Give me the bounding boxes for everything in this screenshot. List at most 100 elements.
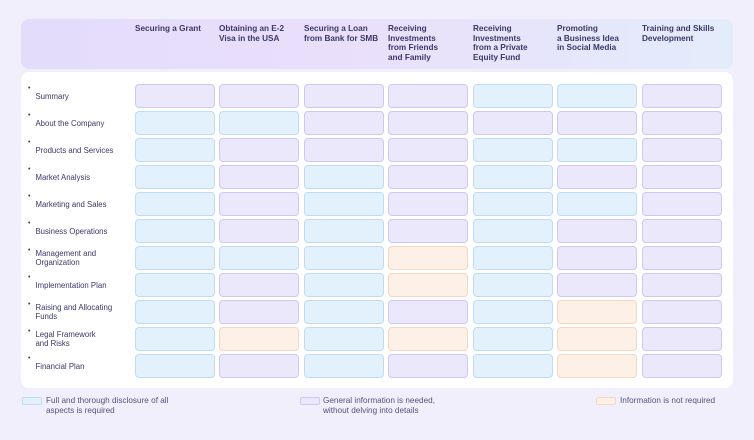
column-header-line: Securing a Grant bbox=[135, 24, 201, 33]
matrix-cell-gen bbox=[473, 111, 553, 135]
row-label-line: Financial Plan bbox=[35, 361, 85, 371]
matrix-cell-full bbox=[135, 165, 215, 189]
row-label-text: Marketing and Sales bbox=[35, 200, 106, 209]
row-label: • Summary bbox=[28, 84, 132, 108]
row-label-text: Raising and Allocating Funds bbox=[35, 303, 112, 321]
column-header: Securing a Loan from Bank for SMB bbox=[304, 24, 384, 43]
row-label: • Raising and Allocating Funds bbox=[28, 300, 132, 324]
bullet-icon: • bbox=[28, 139, 31, 146]
matrix-cell-full bbox=[135, 273, 215, 297]
column-header: Promoting a Business Idea in Social Media bbox=[557, 24, 637, 53]
matrix-cell-full bbox=[304, 246, 384, 270]
matrix-cell-full bbox=[473, 246, 553, 270]
column-header-line: Receiving bbox=[473, 24, 512, 33]
bullet-icon: • bbox=[28, 166, 31, 173]
matrix-cell-full bbox=[473, 300, 553, 324]
matrix-cell-gen bbox=[388, 138, 468, 162]
matrix-cell-none bbox=[219, 327, 299, 351]
bullet-icon: • bbox=[28, 220, 31, 227]
bullet-icon: • bbox=[28, 355, 31, 362]
legend-label: Full and thorough disclosure of all aspec… bbox=[46, 396, 168, 416]
column-header-line: from Friends bbox=[388, 43, 439, 52]
column-header: Receiving Investments from a Private Equity… bbox=[473, 24, 553, 62]
row-label-line: Summary bbox=[35, 91, 69, 101]
matrix-cell-gen bbox=[135, 84, 215, 108]
matrix-cell-gen bbox=[642, 84, 722, 108]
bullet-icon: • bbox=[28, 247, 31, 254]
legend-label-line: Full and thorough disclosure of all bbox=[46, 396, 169, 405]
row-label: • Marketing and Sales bbox=[28, 192, 132, 216]
column-header-line: Receiving bbox=[388, 24, 427, 33]
matrix-cell-full bbox=[473, 84, 553, 108]
matrix-cell-full bbox=[473, 219, 553, 243]
row-label-line: Marketing and Sales bbox=[35, 199, 107, 209]
matrix-cell-none bbox=[557, 327, 637, 351]
row-label: • Financial Plan bbox=[28, 354, 132, 378]
legend-label: Information is not required bbox=[620, 396, 715, 406]
matrix-cell-gen bbox=[219, 273, 299, 297]
matrix-cell-full bbox=[304, 192, 384, 216]
row-label-text: Business Operations bbox=[35, 227, 107, 236]
matrix-cell-gen bbox=[642, 165, 722, 189]
row-label: • Management and Organization bbox=[28, 246, 132, 270]
row-label-text: Market Analysis bbox=[35, 173, 90, 182]
matrix-cell-full bbox=[135, 300, 215, 324]
row-label-text: About the Company bbox=[35, 119, 104, 128]
row-label-text: Implementation Plan bbox=[35, 281, 106, 290]
row-label-line: and Risks bbox=[35, 339, 70, 348]
column-header-line: Investments bbox=[473, 33, 521, 43]
matrix-cell-gen bbox=[388, 111, 468, 135]
row-label: • Market Analysis bbox=[28, 165, 132, 189]
column-header-line: Visa in the USA bbox=[219, 33, 280, 43]
column-header-band bbox=[21, 19, 733, 69]
matrix-cell-gen bbox=[557, 246, 637, 270]
row-label-line: Raising and Allocating bbox=[35, 303, 113, 312]
column-header: Obtaining an E-2 Visa in the USA bbox=[219, 24, 299, 43]
matrix-cell-full bbox=[304, 354, 384, 378]
matrix-cell-gen bbox=[642, 246, 722, 270]
column-header-line: and Family bbox=[388, 52, 431, 62]
column-header-line: Securing a Loan bbox=[304, 24, 368, 33]
matrix-cell-gen bbox=[304, 138, 384, 162]
matrix-cell-gen bbox=[388, 354, 468, 378]
matrix-cell-gen bbox=[642, 300, 722, 324]
matrix-cell-full bbox=[304, 300, 384, 324]
row-label-line: Organization bbox=[35, 258, 80, 267]
matrix-cell-full bbox=[473, 327, 553, 351]
legend-label-line: without delving into details bbox=[323, 406, 419, 415]
matrix-cell-full bbox=[557, 84, 637, 108]
column-header-line: Promoting bbox=[557, 24, 598, 33]
column-header: Securing a Grant bbox=[135, 24, 215, 34]
matrix-cell-gen bbox=[304, 111, 384, 135]
column-header-line: Investments bbox=[388, 33, 436, 43]
matrix-cell-full bbox=[557, 138, 637, 162]
matrix-cell-gen bbox=[642, 219, 722, 243]
row-label-line: Funds bbox=[35, 312, 58, 321]
matrix-cell-full bbox=[473, 273, 553, 297]
matrix-cell-gen bbox=[642, 273, 722, 297]
column-header-line: a Business Idea bbox=[557, 33, 619, 43]
matrix-cell-full bbox=[219, 111, 299, 135]
bullet-icon: • bbox=[28, 328, 31, 335]
row-label-text: Management and Organization bbox=[35, 249, 96, 267]
matrix-cell-full bbox=[135, 327, 215, 351]
matrix-cell-gen bbox=[219, 192, 299, 216]
matrix-cell-none bbox=[557, 300, 637, 324]
matrix-cell-gen bbox=[219, 84, 299, 108]
row-label-line: Implementation Plan bbox=[35, 280, 107, 290]
row-label: • Business Operations bbox=[28, 219, 132, 243]
matrix-cell-gen bbox=[557, 165, 637, 189]
legend-swatch-full bbox=[22, 397, 42, 405]
bullet-icon: • bbox=[28, 274, 31, 281]
row-label-line: About the Company bbox=[35, 118, 105, 128]
matrix-cell-full bbox=[135, 138, 215, 162]
matrix-cell-gen bbox=[219, 300, 299, 324]
matrix-cell-full bbox=[304, 219, 384, 243]
row-label: • Legal Framework and Risks bbox=[28, 327, 132, 351]
column-header-line: Development bbox=[642, 33, 694, 43]
bullet-icon: • bbox=[28, 85, 31, 92]
column-header: Training and Skills Development bbox=[642, 24, 722, 43]
matrix-cell-full bbox=[473, 165, 553, 189]
matrix-cell-gen bbox=[304, 84, 384, 108]
matrix-cell-full bbox=[304, 273, 384, 297]
